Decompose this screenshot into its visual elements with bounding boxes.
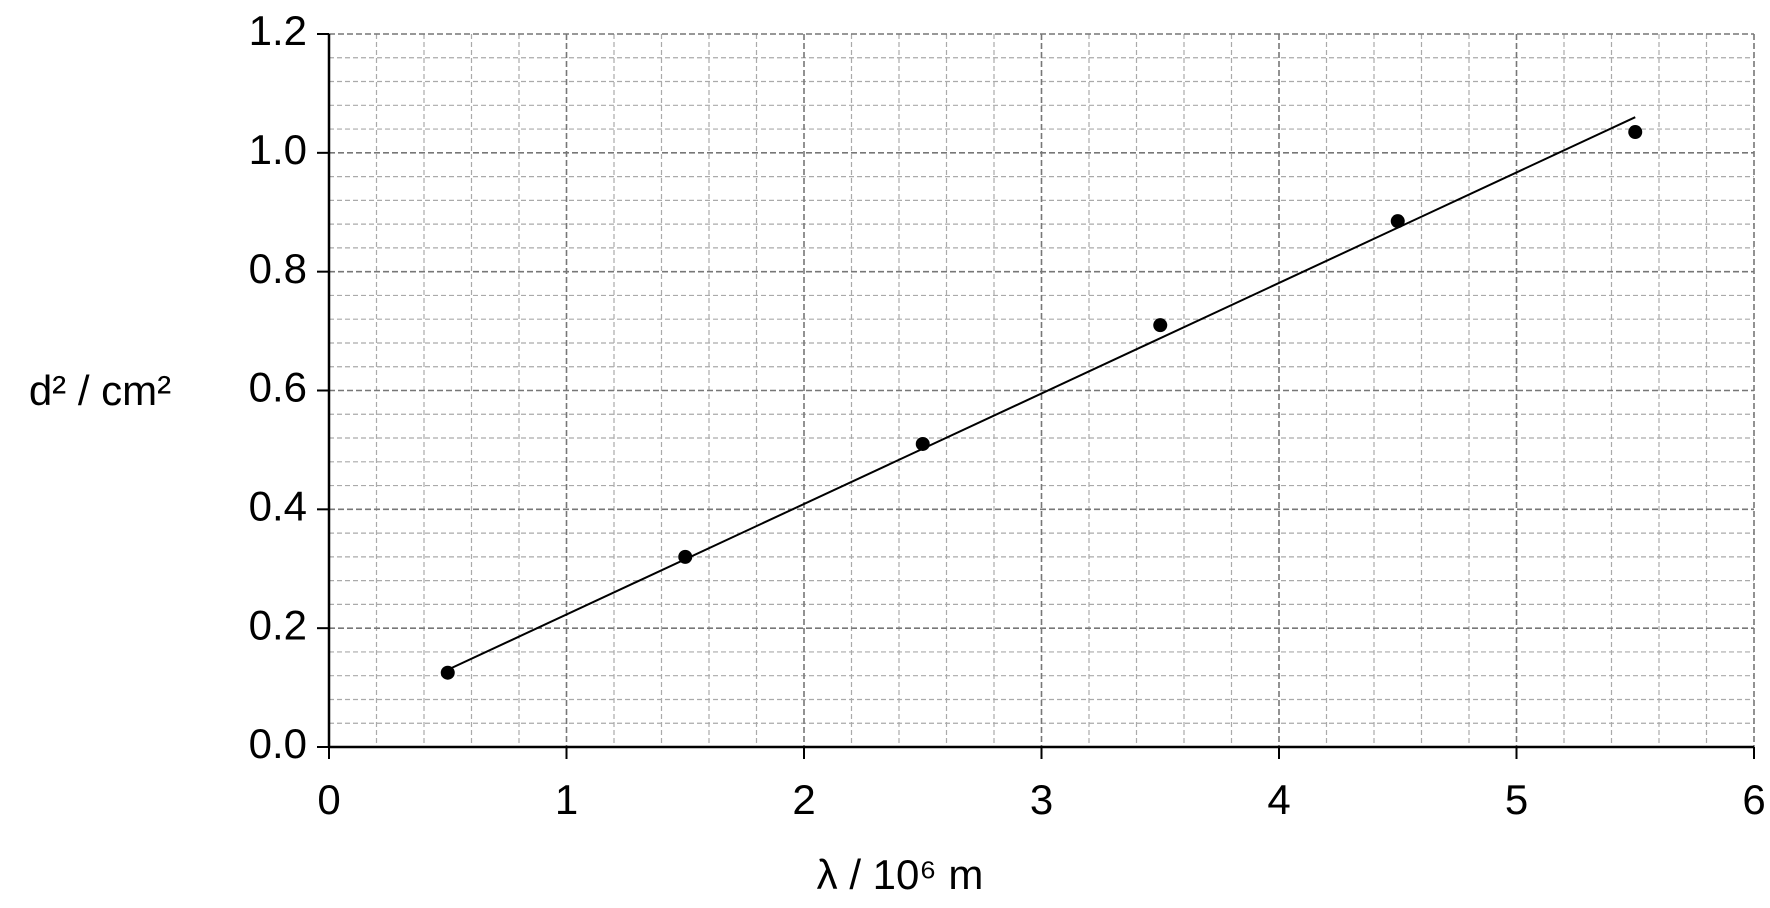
x-tick-label: 3 [1030, 776, 1053, 823]
fit-line [447, 116, 1636, 671]
y-tick-label: 0.0 [249, 720, 307, 767]
y-axis-label: d² / cm² [29, 367, 171, 414]
y-tick-label: 0.2 [249, 601, 307, 648]
x-tick-label: 1 [555, 776, 578, 823]
data-point [440, 665, 455, 680]
data-point [1153, 318, 1168, 333]
x-tick-label: 5 [1505, 776, 1528, 823]
data-point [678, 549, 693, 564]
y-tick-label: 0.6 [249, 364, 307, 411]
x-tick-label: 6 [1742, 776, 1765, 823]
data-point [915, 436, 930, 451]
x-tick-label: 2 [792, 776, 815, 823]
data-point [1628, 125, 1643, 140]
y-tick-label: 1.0 [249, 126, 307, 173]
y-tick-label: 0.8 [249, 245, 307, 292]
x-tick-label: 0 [317, 776, 340, 823]
y-tick-label: 0.4 [249, 482, 307, 529]
x-axis-label: λ / 10⁶ m [817, 851, 984, 898]
y-tick-label: 1.2 [249, 7, 307, 54]
data-point [1390, 214, 1405, 229]
x-tick-label: 4 [1267, 776, 1290, 823]
